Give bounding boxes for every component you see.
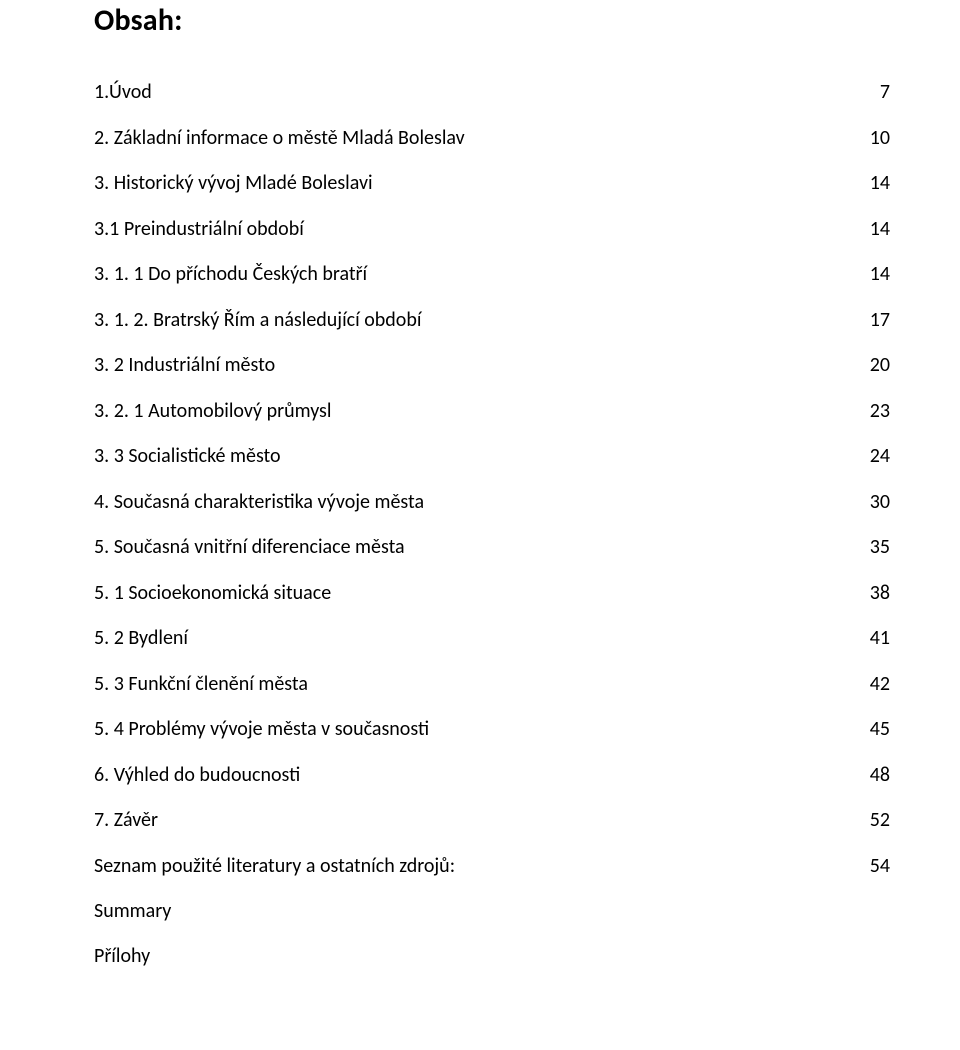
toc-entry-page: 14 [870,261,890,287]
toc-entry: Seznam použité literatury a ostatních zd… [94,853,890,879]
toc-entry: 5. 4 Problémy vývoje města v současnosti… [94,716,890,742]
toc-entry-label: 5. 3 Funkční členění města [94,671,308,697]
toc-entry: 1.Úvod 7 [94,79,890,105]
toc-entry: 2. Základní informace o městě Mladá Bole… [94,125,890,151]
toc-entry: 5. 3 Funkční členění města 42 [94,671,890,697]
toc-entry-label: 3. 3 Socialistické město [94,443,281,469]
toc-entry: 5. 2 Bydlení 41 [94,625,890,651]
toc-entry-page: 14 [870,216,890,242]
toc-entry-page: 10 [870,125,890,151]
toc-list: 1.Úvod 7 2. Základní informace o městě Ml… [94,79,890,879]
toc-entry-label: 3. 1. 2. Bratrský Řím a následující obdo… [94,307,421,333]
toc-entry-label: 5. Současná vnitřní diferenciace města [94,534,405,560]
toc-entry-label: 3. Historický vývoj Mladé Boleslavi [94,170,373,196]
toc-entry-label: 3. 2 Industriální město [94,352,275,378]
toc-entry-page: 23 [870,398,890,424]
plain-list: Summary Přílohy [94,898,890,969]
toc-entry: 3. 1. 2. Bratrský Řím a následující obdo… [94,307,890,333]
toc-entry-label: 1.Úvod [94,79,152,105]
toc-entry: 6. Výhled do budoucnosti 48 [94,762,890,788]
toc-entry-label: 5. 1 Socioekonomická situace [94,580,331,606]
toc-entry-page: 7 [880,79,890,105]
toc-entry-page: 17 [870,307,890,333]
toc-entry-label: 4. Současná charakteristika vývoje města [94,489,424,515]
toc-entry-page: 42 [870,671,890,697]
toc-entry-label: 3.1 Preindustriální období [94,216,304,242]
toc-entry-page: 54 [870,853,890,879]
toc-entry: 5. 1 Socioekonomická situace 38 [94,580,890,606]
toc-entry: 3. 1. 1 Do příchodu Českých bratří 14 [94,261,890,287]
page-container: Obsah: 1.Úvod 7 2. Základní informace o m… [0,0,960,1050]
toc-entry-page: 41 [870,625,890,651]
toc-entry-page: 38 [870,580,890,606]
toc-heading: Obsah: [94,2,890,39]
toc-entry-label: 3. 1. 1 Do příchodu Českých bratří [94,261,367,287]
toc-entry-label: 2. Základní informace o městě Mladá Bole… [94,125,465,151]
toc-entry: 3. 3 Socialistické město 24 [94,443,890,469]
toc-entry: 5. Současná vnitřní diferenciace města 3… [94,534,890,560]
toc-entry: 3. 2 Industriální město 20 [94,352,890,378]
toc-entry: 7. Závěr 52 [94,807,890,833]
toc-entry-page: 14 [870,170,890,196]
toc-entry: 3. 2. 1 Automobilový průmysl 23 [94,398,890,424]
toc-plain-entry: Summary [94,898,890,924]
toc-entry-page: 35 [870,534,890,560]
toc-entry-label: 5. 2 Bydlení [94,625,188,651]
toc-entry-label: 7. Závěr [94,807,158,833]
toc-entry: 4. Současná charakteristika vývoje města… [94,489,890,515]
toc-entry-page: 24 [870,443,890,469]
toc-entry-page: 45 [870,716,890,742]
toc-entry-page: 52 [870,807,890,833]
toc-entry-label: 5. 4 Problémy vývoje města v současnosti [94,716,429,742]
toc-entry-page: 48 [870,762,890,788]
toc-entry-label: Seznam použité literatury a ostatních zd… [94,853,455,879]
toc-entry-page: 30 [870,489,890,515]
toc-entry: 3. Historický vývoj Mladé Boleslavi 14 [94,170,890,196]
toc-plain-entry: Přílohy [94,943,890,969]
toc-entry: 3.1 Preindustriální období 14 [94,216,890,242]
toc-entry-label: 3. 2. 1 Automobilový průmysl [94,398,331,424]
toc-entry-page: 20 [870,352,890,378]
toc-entry-label: 6. Výhled do budoucnosti [94,762,300,788]
